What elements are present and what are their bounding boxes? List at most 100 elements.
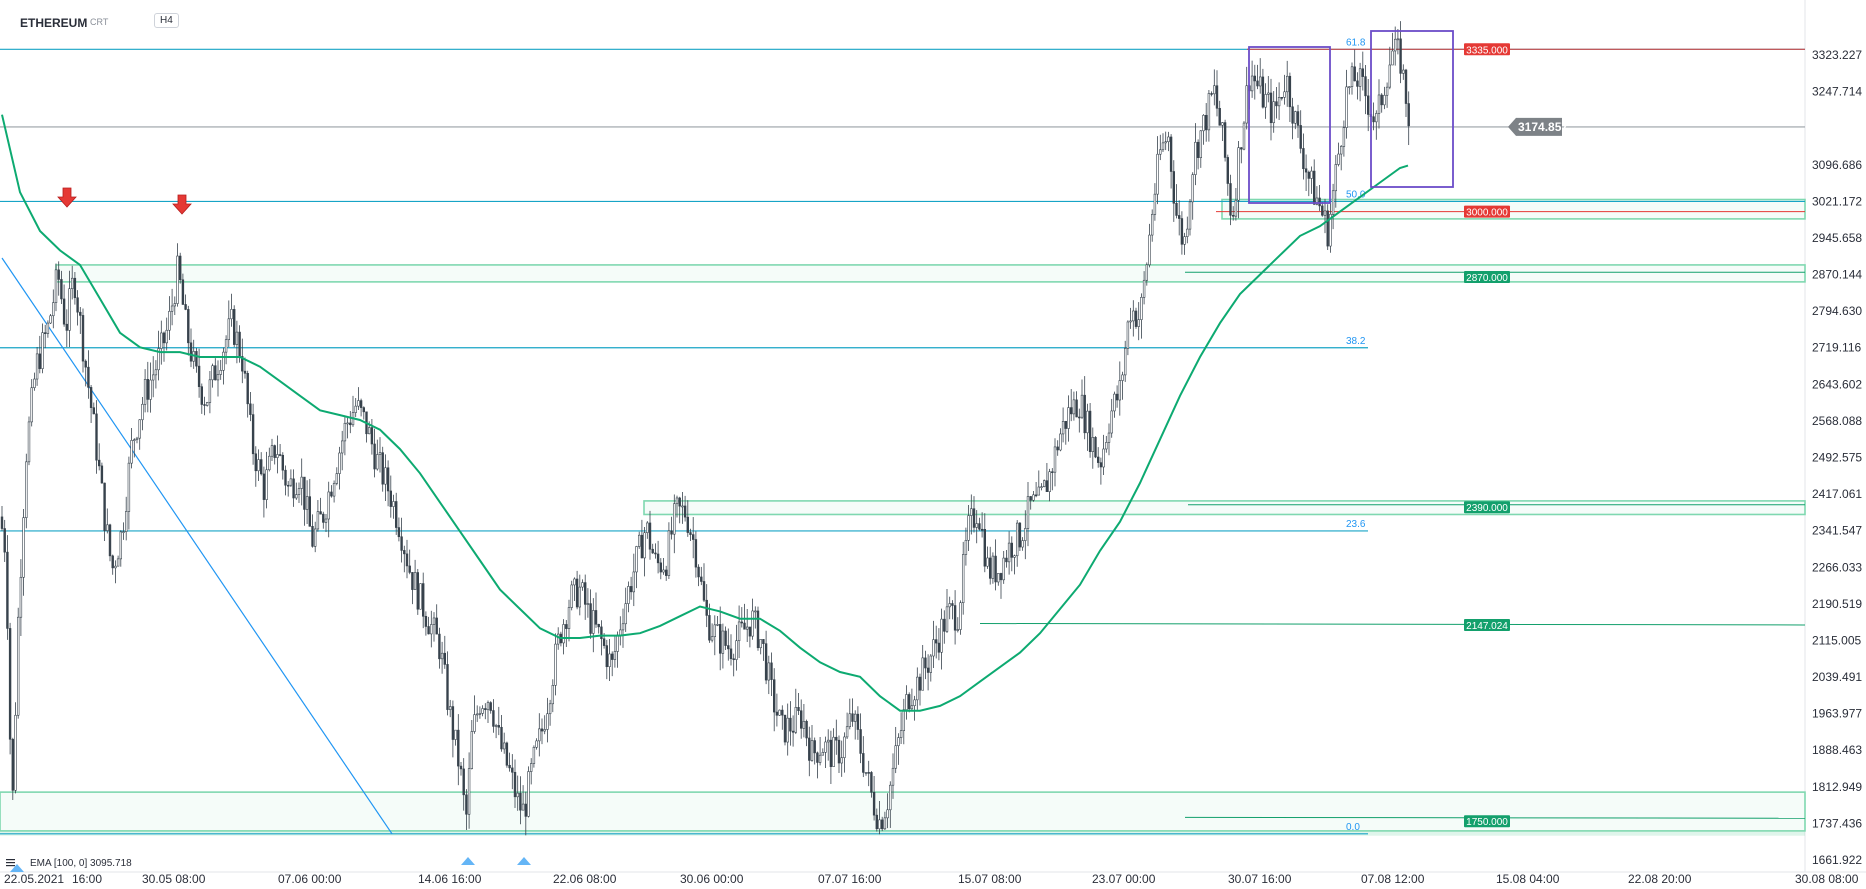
- candle-body: [1075, 399, 1078, 418]
- candle-body: [718, 624, 722, 654]
- candle-body: [197, 365, 201, 387]
- candle-body: [1291, 106, 1294, 124]
- candle-body: [689, 532, 692, 535]
- candle-body: [308, 496, 311, 527]
- candle-body: [732, 658, 735, 661]
- candle-body: [92, 407, 96, 415]
- candle-body: [673, 503, 676, 535]
- candle-body: [586, 603, 590, 605]
- candle-body: [913, 699, 916, 707]
- candle-body: [659, 562, 663, 573]
- candle-body: [1313, 170, 1316, 205]
- candle-body: [805, 720, 808, 739]
- candle-body: [837, 739, 841, 764]
- y-tick-label: 1812.949: [1812, 780, 1862, 794]
- candle-body: [794, 707, 798, 733]
- candle-body: [756, 610, 760, 649]
- candle-body: [778, 709, 781, 716]
- candle-body: [1259, 76, 1262, 87]
- candle-body: [781, 709, 784, 716]
- candle-body: [926, 667, 930, 673]
- candle-body: [1196, 141, 1200, 158]
- candle-body: [880, 819, 884, 830]
- candle-body: [1275, 101, 1278, 107]
- candle-body: [30, 387, 33, 423]
- candle-body: [359, 400, 363, 408]
- candle-body: [313, 528, 317, 547]
- y-tick-label: 2643.602: [1812, 377, 1862, 391]
- candle-body: [233, 309, 236, 345]
- consolidation-box: [1248, 46, 1331, 204]
- candle-body: [1353, 66, 1356, 82]
- candle-body: [762, 639, 765, 644]
- candle-body: [149, 379, 152, 400]
- candle-body: [1394, 38, 1397, 52]
- candle-body: [735, 640, 738, 660]
- candle-body: [122, 531, 125, 533]
- candle-body: [789, 717, 792, 732]
- candle-body: [1115, 393, 1119, 401]
- trend-line: [1, 257, 393, 835]
- candle-body: [100, 465, 104, 484]
- candle-body: [84, 360, 87, 368]
- candle-body: [656, 553, 660, 564]
- candle-body: [826, 739, 830, 743]
- price-tags-layer: 3335.000 3000.000 2870.000 2390.000 2147.024…: [1464, 43, 1568, 828]
- x-tick-label: 22.08 20:00: [1628, 872, 1692, 886]
- candle-body: [921, 657, 924, 691]
- candle-body: [160, 332, 163, 349]
- candle-body: [1304, 168, 1308, 173]
- y-tick-label: 2266.033: [1812, 560, 1862, 574]
- candle-body: [367, 427, 371, 435]
- candle-body: [494, 725, 498, 727]
- candle-body: [605, 645, 609, 668]
- candle-body: [1145, 264, 1149, 281]
- candles-layer: [0, 21, 1410, 836]
- candle-body: [729, 648, 733, 660]
- candle-body: [216, 374, 220, 381]
- candle-body: [953, 605, 957, 631]
- candle-body: [427, 626, 430, 635]
- candle-body: [1232, 214, 1235, 217]
- x-tick-label: 15.07 08:00: [958, 872, 1022, 886]
- candle-body: [616, 634, 619, 652]
- candle-body: [1153, 193, 1157, 215]
- candle-body: [916, 676, 919, 701]
- candle-body: [238, 331, 241, 357]
- candle-body: [1215, 85, 1219, 109]
- price-tag-bg: [1464, 43, 1510, 56]
- candle-body: [1377, 94, 1381, 114]
- candle-body: [108, 524, 112, 557]
- candle-body: [241, 356, 244, 372]
- candle-body: [133, 439, 136, 441]
- candle-body: [203, 404, 206, 406]
- candle-body: [22, 517, 25, 578]
- candle-body: [864, 772, 868, 774]
- sub-label[interactable]: CRT: [90, 17, 109, 27]
- candle-body: [570, 584, 573, 608]
- candle-body: [340, 440, 344, 454]
- candle-body: [319, 511, 322, 515]
- candle-body: [754, 610, 757, 613]
- candle-body: [370, 427, 374, 445]
- candle-body: [956, 629, 960, 631]
- candle-body: [1134, 310, 1138, 327]
- x-tick-label: 14.06 16:00: [418, 872, 482, 886]
- timeframe-select[interactable]: H4: [154, 13, 179, 28]
- candle-body: [1329, 213, 1332, 247]
- candle-body: [430, 624, 433, 635]
- candle-body: [362, 407, 365, 413]
- candle-body: [143, 379, 147, 405]
- support-zone-3000: [1221, 198, 1806, 220]
- indicator-label[interactable]: EMA [100, 0] 3095.718: [30, 858, 132, 869]
- y-tick-label: 2341.547: [1812, 524, 1862, 538]
- symbol-name[interactable]: ETHEREUM: [20, 16, 88, 30]
- candle-body: [853, 713, 857, 722]
- candle-body: [646, 522, 649, 533]
- candle-body: [200, 386, 203, 405]
- candle-body: [246, 373, 249, 405]
- candle-body: [222, 351, 225, 371]
- candle-body: [1151, 214, 1154, 236]
- candle-body: [662, 569, 665, 573]
